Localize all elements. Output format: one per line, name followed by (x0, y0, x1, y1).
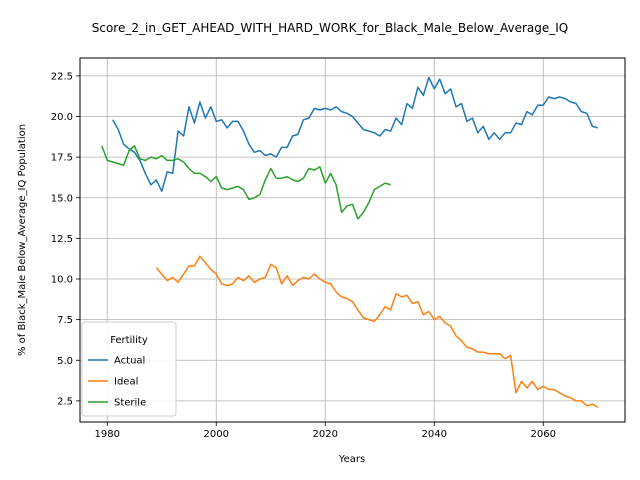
x-tick-label: 2000 (204, 429, 229, 440)
x-tick-label: 1980 (95, 429, 120, 440)
chart-title: Score_2_in_GET_AHEAD_WITH_HARD_WORK_for_… (92, 21, 569, 35)
y-tick-label: 7.5 (57, 315, 73, 326)
y-tick-label: 2.5 (57, 396, 73, 407)
legend-box (81, 321, 177, 417)
y-axis-ticks: 2.5 5.0 7.5 10.0 12.5 15.0 17.5 20.0 22.5 (51, 71, 80, 407)
y-tick-label: 17.5 (51, 153, 73, 164)
series-line-ideal (155, 255, 599, 409)
series-line-sterile (101, 145, 391, 220)
y-tick-label: 22.5 (51, 71, 73, 82)
series-lines (101, 76, 599, 409)
y-tick-label: 15.0 (51, 193, 73, 204)
series-line-actual (112, 76, 599, 193)
y-tick-label: 12.5 (51, 234, 73, 245)
y-tick-label: 5.0 (57, 356, 73, 367)
legend-label-sterile: Sterile (114, 398, 146, 409)
y-tick-label: 10.0 (51, 275, 73, 286)
legend: Fertility Actual Ideal Sterile (81, 321, 177, 417)
y-tick-label: 20.0 (51, 112, 73, 123)
x-axis-label: Years (338, 454, 365, 465)
plot-area-frame (79, 57, 626, 423)
legend-entries: Actual Ideal Sterile (88, 356, 146, 409)
x-axis-ticks: 1980 2000 2020 2040 2060 (95, 422, 556, 440)
legend-title: Fertility (110, 335, 148, 346)
x-tick-label: 2020 (313, 429, 338, 440)
legend-label-ideal: Ideal (114, 377, 138, 388)
y-axis-label: % of Black_Male Below_Average_IQ Populat… (17, 124, 28, 356)
legend-label-actual: Actual (114, 356, 145, 367)
x-tick-label: 2060 (531, 429, 556, 440)
x-tick-label: 2040 (422, 429, 447, 440)
